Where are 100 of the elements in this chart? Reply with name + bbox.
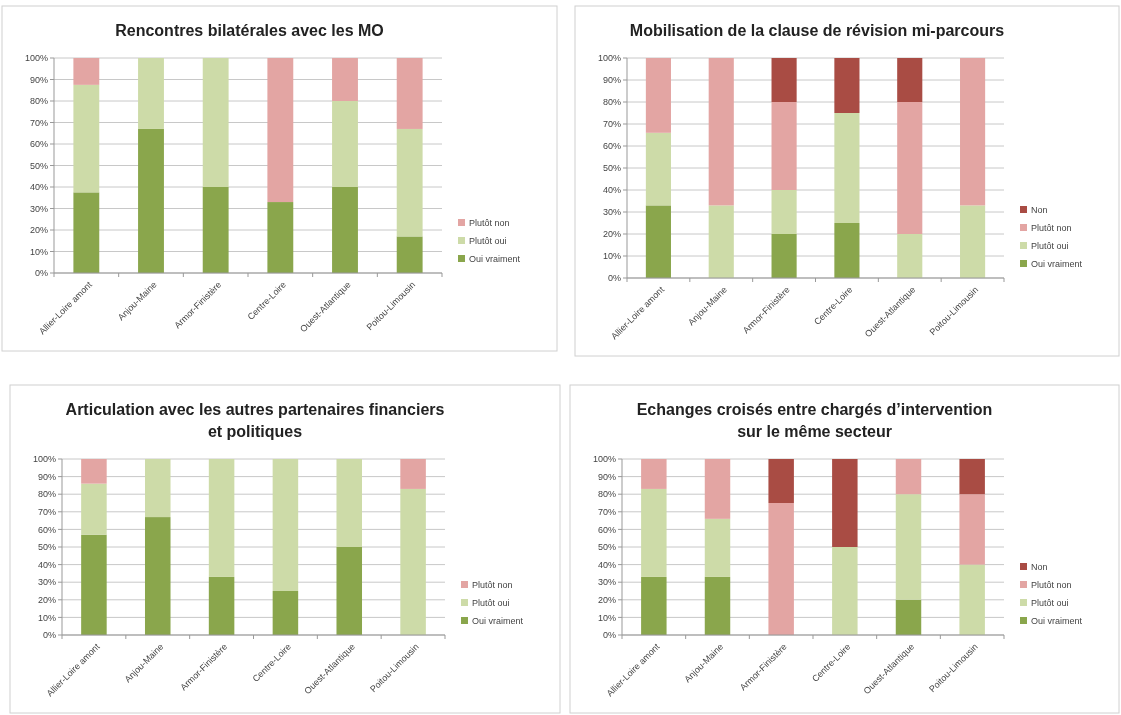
legend-label: Plutôt oui — [1031, 241, 1069, 252]
y-tick-label: 60% — [602, 141, 621, 152]
y-tick-label: 30% — [37, 577, 56, 588]
y-tick-label: 100% — [592, 454, 616, 465]
bar — [208, 459, 235, 577]
y-tick-label: 50% — [37, 542, 56, 553]
bar — [138, 128, 164, 273]
y-tick-label: 80% — [597, 489, 616, 500]
y-tick-label: 100% — [24, 53, 48, 64]
y-tick-label: 10% — [29, 246, 48, 257]
bar — [897, 102, 923, 234]
y-tick-label: 70% — [597, 506, 616, 517]
y-tick-label: 90% — [602, 75, 621, 86]
bar — [959, 459, 985, 495]
bar — [73, 84, 100, 193]
y-tick-label: 30% — [29, 203, 48, 214]
bar — [771, 234, 797, 278]
legend-label: Plutôt non — [472, 580, 513, 591]
bar — [771, 102, 797, 190]
bar — [641, 488, 667, 577]
bar — [959, 564, 985, 635]
bar — [704, 459, 731, 519]
chart-title: Articulation avec les autres partenaires financiers et politiques — [65, 401, 445, 440]
bar — [834, 58, 860, 113]
bar — [400, 459, 426, 489]
y-tick-label: 20% — [602, 229, 621, 240]
legend-label: Plutôt non — [1031, 223, 1072, 234]
bar — [960, 205, 986, 278]
bar — [332, 187, 358, 273]
y-tick-label: 70% — [29, 117, 48, 128]
y-tick-label: 20% — [37, 594, 56, 605]
legend-label: Non — [1031, 205, 1048, 216]
y-tick-label: 60% — [37, 524, 56, 535]
bar — [138, 58, 164, 129]
y-tick-label: 80% — [37, 489, 56, 500]
y-tick-label: 50% — [602, 163, 621, 174]
bar — [396, 128, 423, 237]
bar — [144, 459, 171, 518]
bar — [895, 459, 922, 495]
bar — [897, 58, 923, 102]
y-tick-label: 20% — [597, 594, 616, 605]
y-tick-label: 70% — [602, 119, 621, 130]
bar — [959, 494, 985, 565]
bar — [336, 459, 363, 547]
y-tick-label: 0% — [34, 268, 48, 279]
y-tick-label: 90% — [29, 74, 48, 85]
y-tick-label: 60% — [29, 139, 48, 150]
bar — [704, 576, 731, 635]
bar — [771, 190, 797, 234]
y-tick-label: 80% — [29, 96, 48, 107]
bar — [336, 547, 363, 635]
y-tick-label: 30% — [597, 577, 616, 588]
y-tick-label: 50% — [29, 160, 48, 171]
legend-label: Oui vraiment — [1031, 259, 1083, 270]
chart-title: Mobilisation de la clause de révision mi-parcours — [629, 22, 1005, 39]
bar — [267, 58, 294, 203]
bar — [641, 576, 667, 635]
y-tick-label: 90% — [37, 471, 56, 482]
legend-label: Plutôt oui — [1031, 598, 1069, 609]
bar — [708, 58, 734, 206]
bar — [81, 534, 107, 635]
bar — [202, 187, 229, 273]
y-tick-label: 0% — [607, 273, 621, 284]
bar — [645, 205, 671, 278]
bar — [768, 503, 794, 635]
chart-title: Rencontres bilatérales avec les MO — [115, 22, 384, 39]
bar — [267, 202, 294, 273]
bar — [832, 547, 858, 635]
bar — [897, 234, 923, 278]
y-tick-label: 0% — [42, 630, 56, 641]
y-tick-label: 40% — [597, 559, 616, 570]
y-tick-label: 20% — [29, 225, 48, 236]
y-tick-label: 60% — [597, 524, 616, 535]
legend-label: Plutôt non — [469, 218, 510, 229]
legend-label: Oui vraiment — [469, 254, 521, 265]
bar — [834, 223, 860, 278]
y-tick-label: 30% — [602, 207, 621, 218]
legend-label: Non — [1031, 562, 1048, 573]
bar — [771, 58, 797, 102]
bar — [332, 58, 358, 101]
bar — [81, 483, 107, 535]
bar — [396, 58, 423, 129]
bar — [834, 113, 860, 223]
bar — [73, 58, 100, 85]
y-tick-label: 10% — [37, 612, 56, 623]
bar — [895, 494, 922, 600]
y-tick-label: 40% — [602, 185, 621, 196]
y-tick-label: 0% — [602, 630, 616, 641]
bar — [832, 459, 858, 547]
bar — [81, 459, 107, 484]
y-tick-label: 100% — [597, 53, 621, 64]
y-tick-label: 40% — [29, 182, 48, 193]
bar — [202, 58, 229, 187]
bar — [208, 576, 235, 635]
legend-label: Plutôt non — [1031, 580, 1072, 591]
y-tick-label: 10% — [602, 251, 621, 262]
y-tick-label: 80% — [602, 97, 621, 108]
y-tick-label: 90% — [597, 471, 616, 482]
legend-label: Oui vraiment — [472, 616, 524, 627]
bar — [144, 517, 171, 635]
